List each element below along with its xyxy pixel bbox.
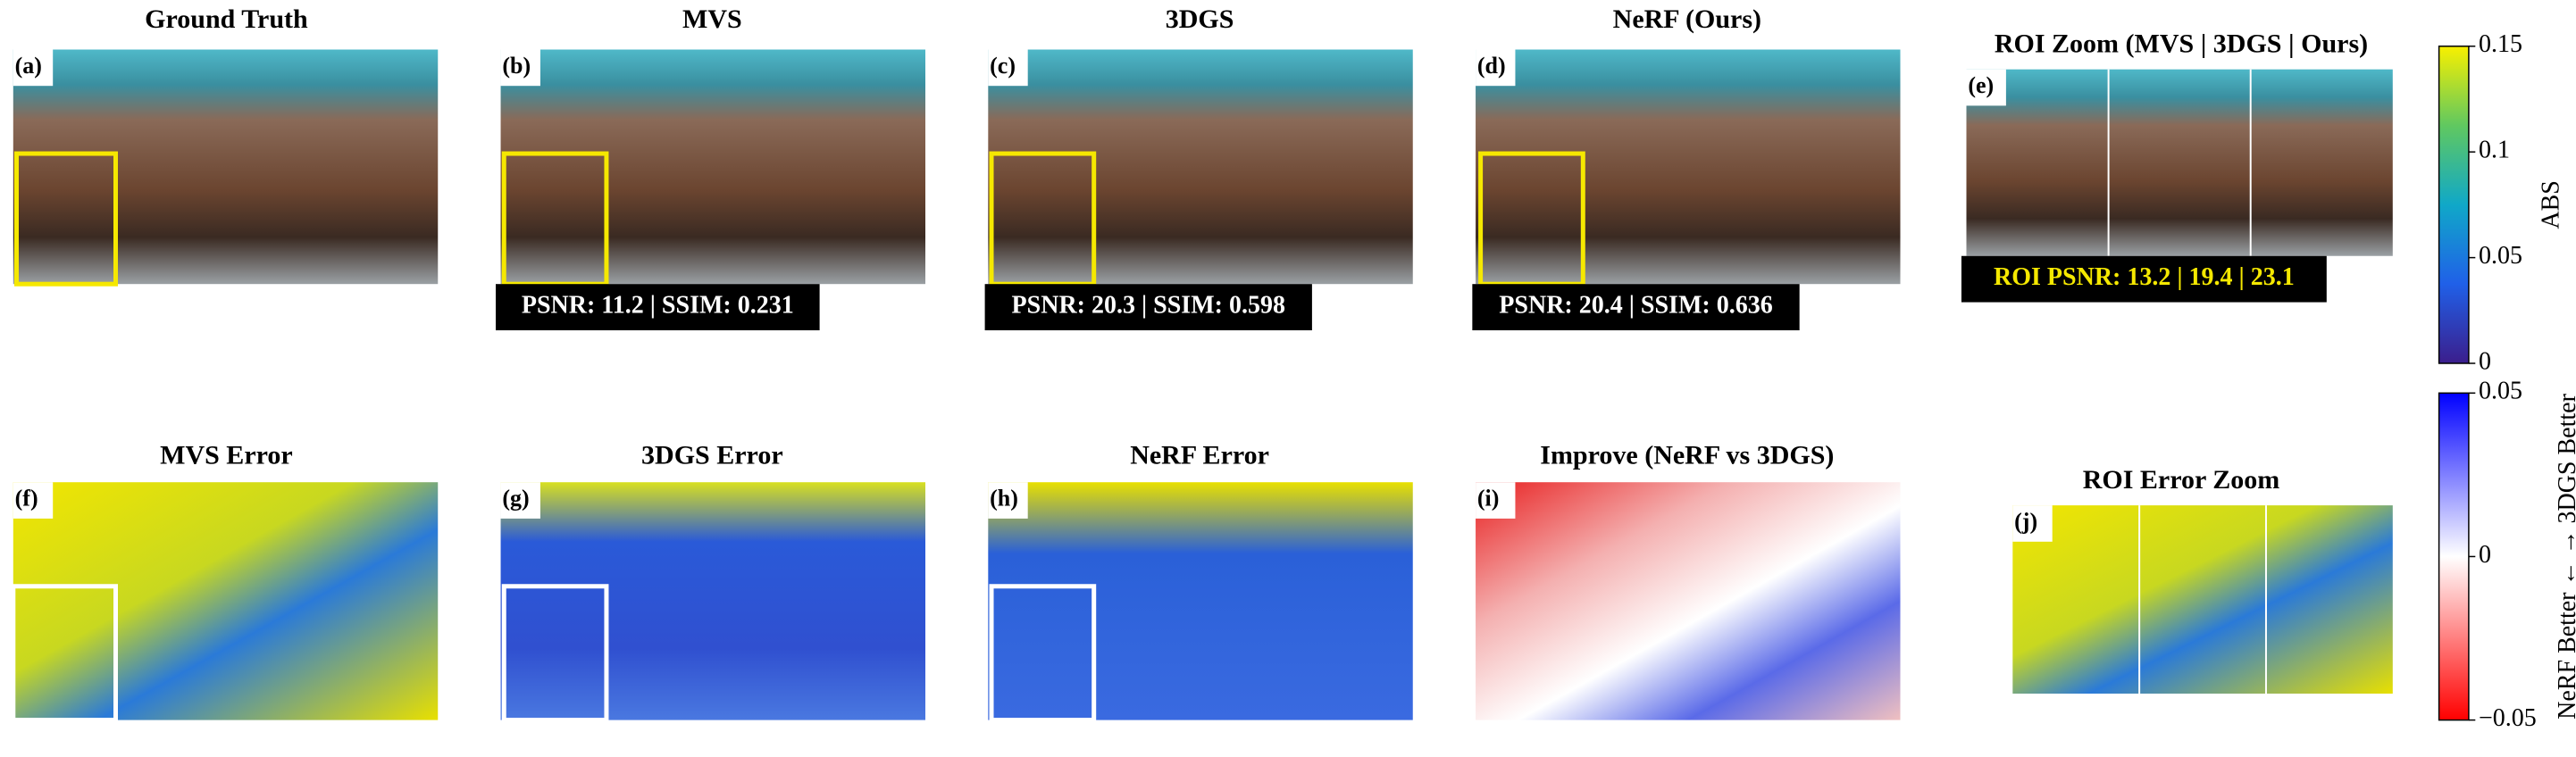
colorbar-tick-label: 0.05 <box>2479 242 2522 270</box>
colorbar-tick-label: −0.05 <box>2479 704 2537 732</box>
panel-image <box>2012 505 2393 694</box>
colorbar-label: ABS <box>2538 180 2565 229</box>
panel-letter: (g) <box>502 486 529 512</box>
panel-title: Improve (NeRF vs 3DGS) <box>1540 440 1834 470</box>
letter-bg <box>500 49 540 87</box>
panel-image <box>1476 482 1901 720</box>
panel-title: MVS <box>682 4 742 34</box>
letter-bg <box>500 482 540 519</box>
panel-title: Ground Truth <box>145 4 308 34</box>
colorbar-tick-label: 0 <box>2479 541 2491 569</box>
roi-metric-label: ROI PSNR: 13.2 | 19.4 | 23.1 <box>1994 263 2295 291</box>
panel-image <box>13 482 439 720</box>
panel-title: ROI Error Zoom <box>2083 465 2280 495</box>
letter-bg <box>13 482 54 519</box>
colorbar <box>2438 392 2470 721</box>
panel-title: ROI Zoom (MVS | 3DGS | Ours) <box>1995 29 2368 59</box>
panel-letter: (j) <box>2014 508 2037 534</box>
panel-title: MVS Error <box>160 440 293 470</box>
colorbar-tick-label: 0.05 <box>2479 378 2522 405</box>
letter-bg <box>1966 69 2006 106</box>
panel-letter: (h) <box>990 486 1018 512</box>
panel-image <box>988 49 1413 285</box>
metric-bg <box>496 284 820 330</box>
panel-image <box>1966 69 2393 256</box>
letter-bg <box>1476 49 1516 87</box>
panel-letter: (b) <box>502 53 531 79</box>
panel-letter: (d) <box>1477 53 1506 79</box>
roi-box <box>989 584 1097 723</box>
panel-image <box>500 49 925 285</box>
panel-letter: (c) <box>990 53 1016 79</box>
metric-label: PSNR: 20.4 | SSIM: 0.636 <box>1499 292 1772 320</box>
panel-image <box>500 482 925 720</box>
panel-letter: (e) <box>1968 72 1994 98</box>
colorbar-tick-label: 0.1 <box>2479 137 2510 164</box>
panel-letter: (i) <box>1477 486 1500 512</box>
letter-bg <box>2012 505 2053 542</box>
metric-label: PSNR: 11.2 | SSIM: 0.231 <box>522 292 794 320</box>
roi-box <box>501 584 609 723</box>
letter-bg <box>988 482 1028 519</box>
metric-bg <box>984 284 1312 330</box>
panel-title: NeRF Error <box>1130 440 1269 470</box>
roi-box <box>14 151 118 287</box>
panel-title: NeRF (Ours) <box>1613 4 1761 34</box>
metric-bg <box>1961 255 2327 303</box>
panel-letter: (f) <box>15 486 38 512</box>
letter-bg <box>13 49 54 87</box>
colorbar-tick-label: 0 <box>2479 347 2491 375</box>
metric-label: PSNR: 20.3 | SSIM: 0.598 <box>1012 292 1285 320</box>
panel-image <box>988 482 1413 720</box>
colorbar-tick-label: 0.15 <box>2479 30 2522 58</box>
panel-image <box>1476 49 1901 285</box>
panel-letter: (a) <box>15 53 42 79</box>
roi-box <box>11 584 118 723</box>
metric-bg <box>1472 284 1800 330</box>
letter-bg <box>1476 482 1516 519</box>
colorbar <box>2438 46 2470 364</box>
panel-title: 3DGS Error <box>641 440 783 470</box>
panel-image <box>13 49 439 285</box>
letter-bg <box>988 49 1028 87</box>
panel-title: 3DGS <box>1166 4 1234 34</box>
colorbar-label: NeRF Better ← → 3DGS Better <box>2554 393 2576 719</box>
